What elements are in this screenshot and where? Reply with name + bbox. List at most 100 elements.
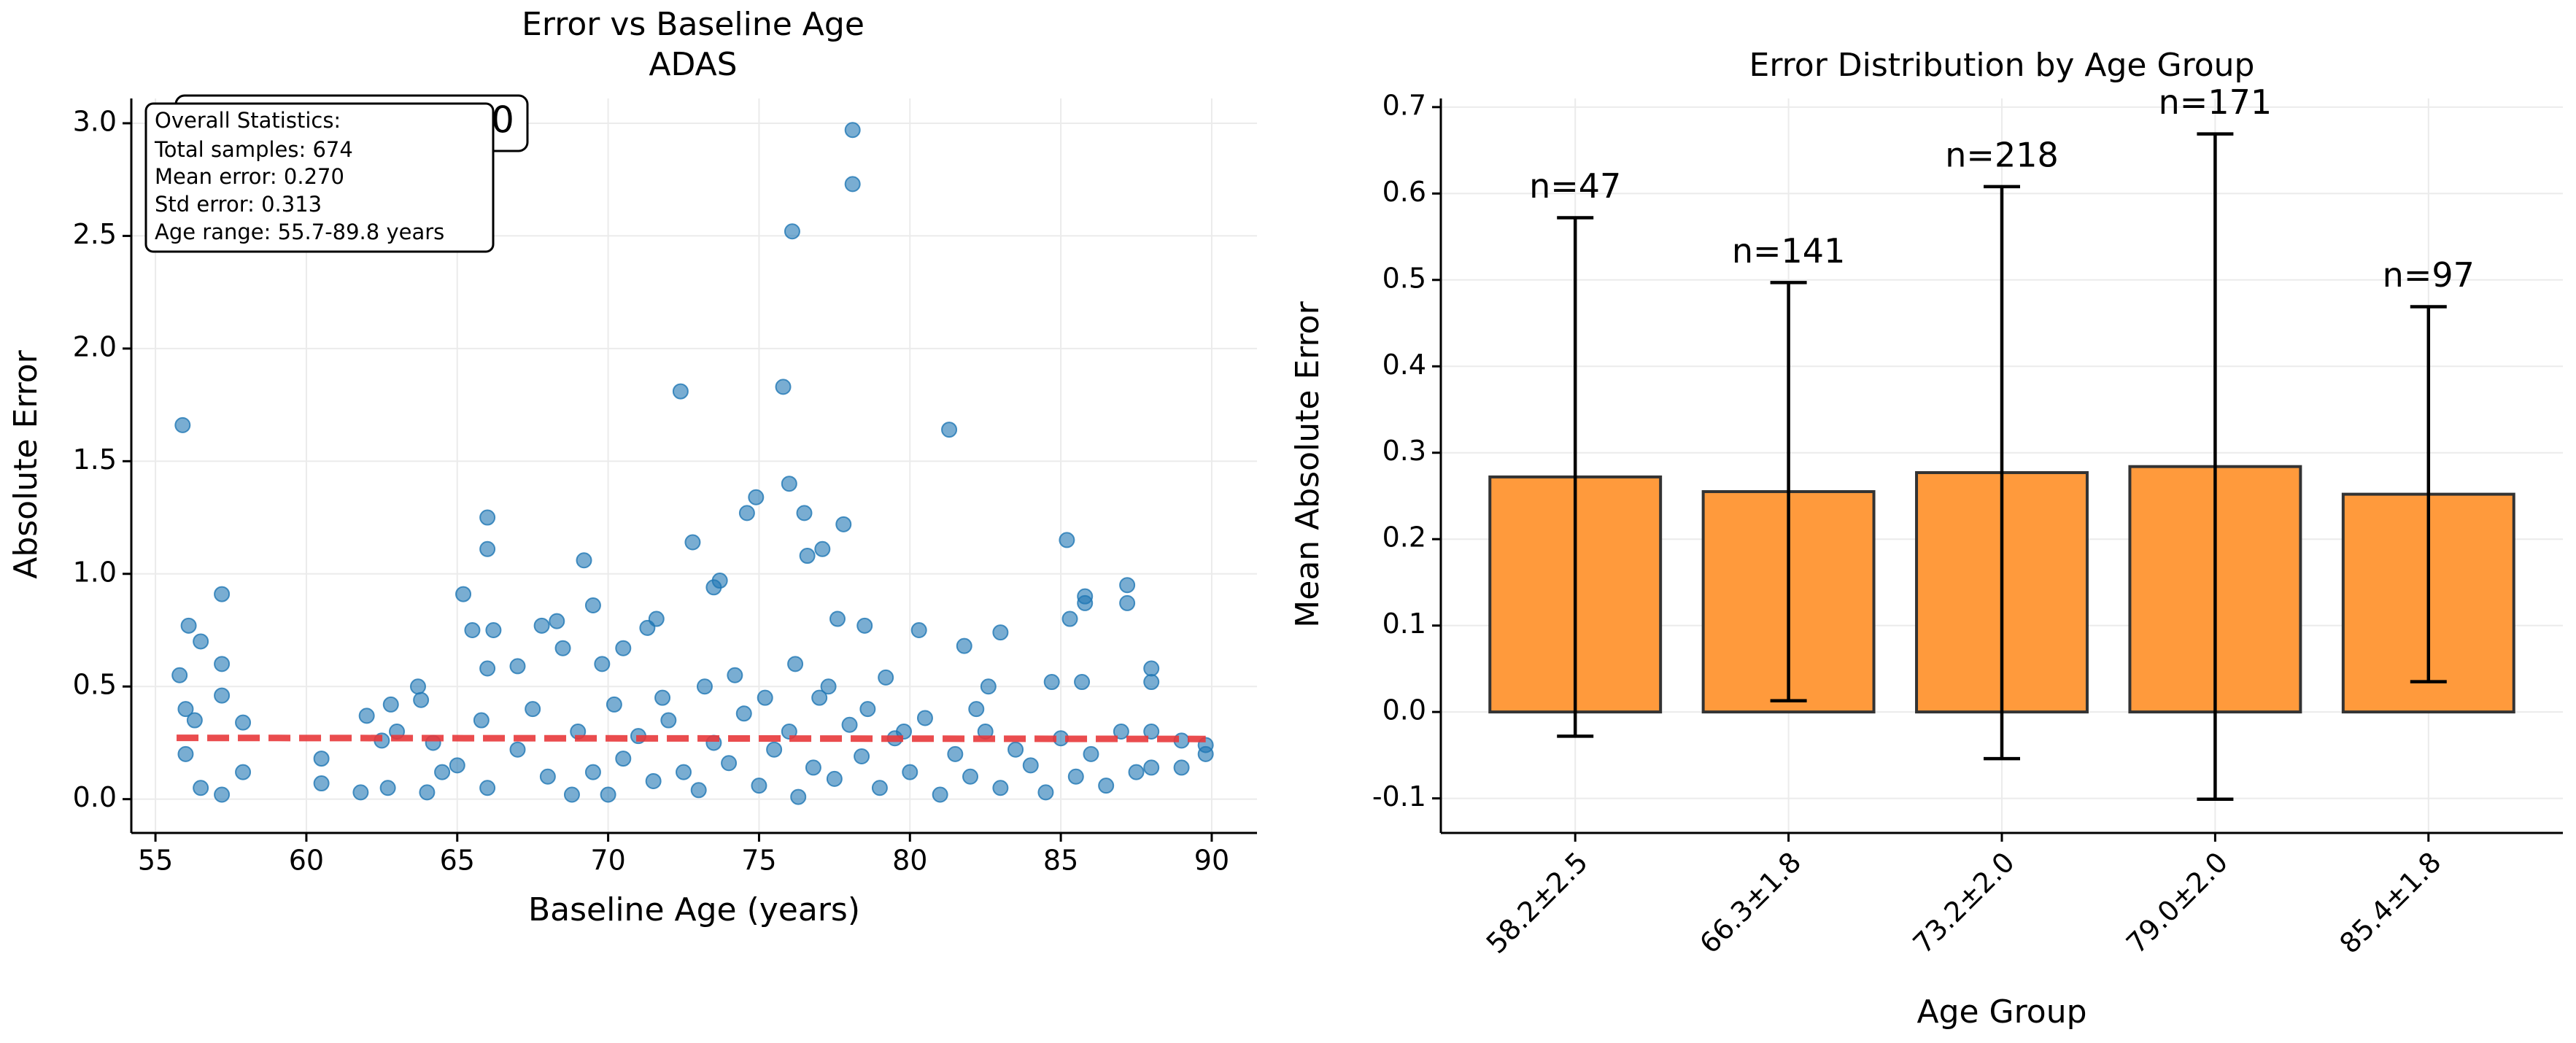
point bbox=[606, 696, 622, 713]
point bbox=[811, 689, 828, 706]
point bbox=[600, 786, 616, 803]
y-tick-label: 2.0 bbox=[73, 330, 117, 362]
point bbox=[654, 689, 671, 706]
count-label: n=171 bbox=[2159, 82, 2273, 122]
x-axis-label: Baseline Age (years) bbox=[528, 891, 860, 928]
y-tick-label: 1.0 bbox=[73, 556, 117, 588]
point bbox=[473, 712, 490, 729]
point bbox=[844, 122, 861, 139]
x-tick-label: 58.2±2.5 bbox=[1480, 846, 1594, 960]
point bbox=[645, 772, 662, 789]
point bbox=[947, 745, 964, 762]
point bbox=[509, 741, 526, 758]
point bbox=[711, 573, 728, 589]
point bbox=[479, 509, 496, 526]
point bbox=[781, 476, 797, 492]
y-tick-label: 1.5 bbox=[73, 443, 117, 476]
point bbox=[1128, 764, 1145, 780]
point bbox=[790, 788, 807, 805]
y-tick-label: 0.1 bbox=[1382, 608, 1426, 640]
point bbox=[358, 707, 375, 724]
count-label: n=97 bbox=[2383, 255, 2475, 295]
point bbox=[980, 678, 997, 695]
x-tick-label: 90 bbox=[1194, 845, 1229, 877]
point bbox=[696, 678, 713, 695]
point bbox=[766, 741, 783, 758]
point bbox=[1143, 660, 1160, 677]
point bbox=[1197, 745, 1214, 762]
point bbox=[992, 780, 1009, 796]
x-tick-label: 70 bbox=[590, 845, 625, 877]
point bbox=[235, 714, 252, 731]
point bbox=[1059, 532, 1075, 548]
point bbox=[820, 678, 837, 695]
trend-line bbox=[177, 734, 1206, 742]
point bbox=[409, 678, 426, 695]
point bbox=[805, 759, 821, 776]
point bbox=[835, 516, 852, 532]
x-tick-label: 85 bbox=[1043, 845, 1078, 877]
point bbox=[594, 656, 611, 672]
point bbox=[784, 223, 800, 240]
y-axis-label: Mean Absolute Error bbox=[1289, 301, 1326, 627]
point bbox=[449, 757, 465, 774]
point bbox=[829, 610, 846, 627]
point bbox=[992, 624, 1009, 641]
stats-text: Age range: 55.7-89.8 years bbox=[155, 220, 444, 244]
point bbox=[910, 621, 927, 638]
point bbox=[1083, 745, 1099, 762]
point bbox=[235, 764, 252, 780]
point bbox=[941, 422, 958, 438]
x-tick-label: 66.3±1.8 bbox=[1693, 846, 1807, 960]
y-tick-label: 2.5 bbox=[73, 218, 117, 250]
point bbox=[193, 633, 209, 650]
point bbox=[854, 748, 870, 764]
count-label: n=47 bbox=[1529, 166, 1621, 206]
point bbox=[738, 505, 755, 522]
point bbox=[214, 656, 231, 672]
y-tick-label: 0.0 bbox=[1382, 694, 1426, 726]
point bbox=[479, 540, 496, 557]
point bbox=[1067, 768, 1084, 785]
point bbox=[781, 723, 797, 740]
point bbox=[563, 786, 580, 803]
x-axis-label: Age Group bbox=[1916, 993, 2086, 1031]
x-tick-label: 85.4±1.8 bbox=[2333, 846, 2447, 960]
y-tick-label: 0.4 bbox=[1382, 349, 1426, 381]
x-tick-label: 75 bbox=[741, 845, 776, 877]
point bbox=[690, 782, 707, 799]
point bbox=[382, 696, 399, 713]
chart-title: Error Distribution by Age Group bbox=[1749, 47, 2255, 84]
point bbox=[826, 770, 843, 787]
point bbox=[871, 780, 888, 796]
point bbox=[956, 637, 972, 654]
x-tick-label: 60 bbox=[289, 845, 324, 877]
point bbox=[509, 658, 526, 675]
y-axis-label: Absolute Error bbox=[7, 349, 45, 578]
point bbox=[1143, 674, 1160, 691]
point bbox=[748, 489, 765, 505]
point bbox=[576, 552, 592, 569]
y-tick-label: 3.0 bbox=[73, 105, 117, 137]
point bbox=[799, 548, 816, 565]
x-tick-label: 80 bbox=[892, 845, 927, 877]
point bbox=[1007, 741, 1024, 758]
point bbox=[751, 778, 767, 794]
x-tick-label: 79.0±2.0 bbox=[2120, 846, 2234, 960]
point bbox=[584, 597, 601, 614]
count-label: n=141 bbox=[1732, 231, 1846, 271]
y-tick-label: 0.5 bbox=[1382, 262, 1426, 294]
x-tick-label: 73.2±2.0 bbox=[1907, 846, 2021, 960]
point bbox=[775, 379, 792, 395]
point bbox=[193, 780, 209, 796]
point bbox=[313, 775, 330, 792]
point bbox=[660, 712, 677, 729]
point bbox=[896, 723, 913, 740]
point bbox=[1043, 674, 1060, 691]
point bbox=[584, 764, 601, 780]
point bbox=[856, 617, 873, 634]
point bbox=[844, 176, 861, 193]
point bbox=[479, 660, 496, 677]
point bbox=[1077, 594, 1094, 611]
point bbox=[413, 691, 430, 708]
